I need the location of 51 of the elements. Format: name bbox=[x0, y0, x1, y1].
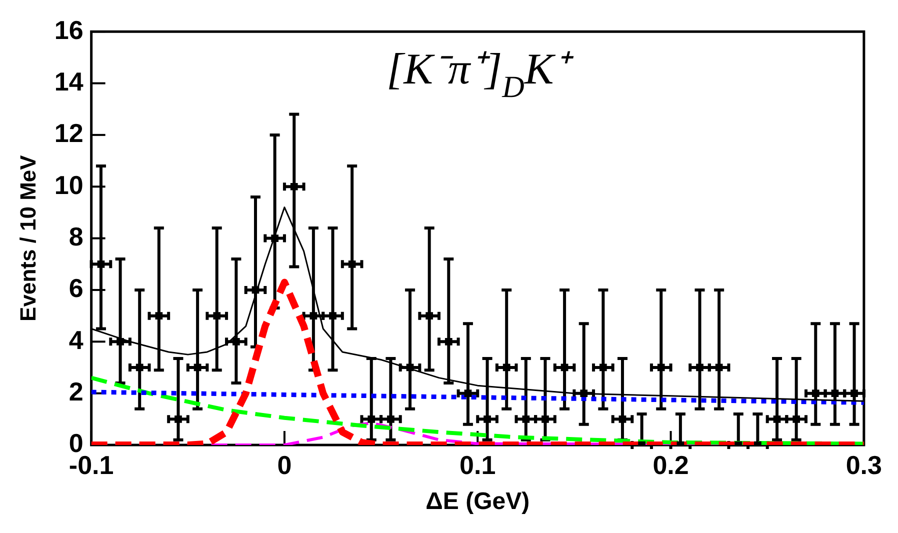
point bbox=[136, 364, 144, 372]
point bbox=[329, 312, 336, 320]
point bbox=[406, 364, 414, 372]
point bbox=[484, 415, 491, 423]
point bbox=[657, 364, 665, 372]
y-tick-label: 4 bbox=[68, 324, 84, 355]
point bbox=[310, 312, 318, 320]
point bbox=[831, 390, 839, 398]
point bbox=[599, 364, 607, 372]
y-tick-label: 12 bbox=[54, 118, 84, 148]
point bbox=[444, 338, 452, 346]
point bbox=[560, 364, 568, 372]
point bbox=[213, 312, 221, 320]
y-tick-label: 14 bbox=[54, 66, 84, 96]
point bbox=[232, 338, 240, 346]
line-series bbox=[91, 376, 864, 445]
point bbox=[252, 286, 260, 294]
point bbox=[792, 415, 800, 423]
x-tick-label: 0.3 bbox=[846, 450, 882, 480]
y-tick-label: 16 bbox=[54, 14, 84, 45]
point bbox=[387, 415, 394, 423]
point bbox=[850, 390, 858, 398]
y-tick-label: 10 bbox=[54, 170, 84, 200]
point bbox=[290, 182, 298, 190]
point bbox=[464, 390, 472, 398]
point bbox=[618, 415, 626, 423]
y-tick-label: 6 bbox=[68, 273, 84, 304]
x-tick-label: 0 bbox=[277, 450, 292, 480]
point bbox=[271, 234, 278, 242]
point bbox=[580, 390, 588, 398]
point bbox=[116, 338, 124, 346]
point bbox=[368, 415, 376, 423]
x-tick-label: 0.1 bbox=[460, 450, 496, 480]
point bbox=[522, 415, 530, 423]
point bbox=[97, 260, 105, 268]
y-axis-title: Events / 10 MeV bbox=[15, 154, 40, 322]
point bbox=[348, 260, 356, 268]
point bbox=[542, 415, 549, 423]
point bbox=[696, 364, 704, 372]
point bbox=[812, 390, 820, 398]
point bbox=[194, 364, 202, 372]
x-axis-title: ΔE (GeV) bbox=[426, 488, 530, 516]
point bbox=[426, 312, 434, 320]
y-tick-label: 2 bbox=[68, 376, 84, 406]
point bbox=[715, 364, 723, 372]
point bbox=[155, 312, 163, 320]
point bbox=[502, 364, 510, 372]
x-tick-label: 0.2 bbox=[652, 450, 689, 480]
point bbox=[773, 415, 781, 423]
y-tick-label: 8 bbox=[68, 221, 84, 252]
point bbox=[174, 415, 182, 423]
